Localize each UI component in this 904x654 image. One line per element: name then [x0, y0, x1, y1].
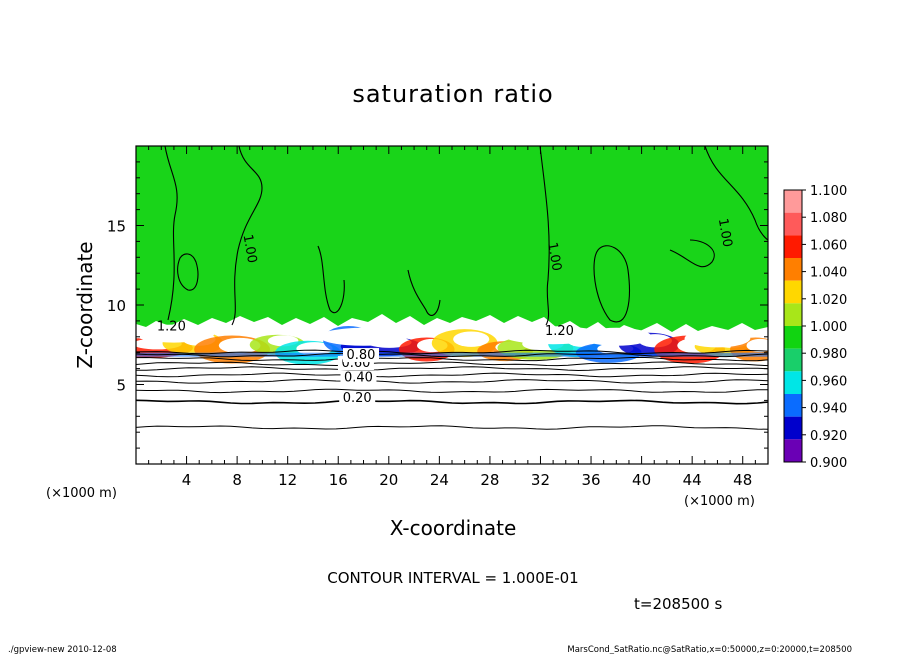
cloud-patch — [684, 329, 751, 348]
colorbar-label: 1.020 — [810, 293, 847, 308]
contour-line — [136, 349, 768, 355]
footer-right: MarsCond_SatRatio.nc@SatRatio,x=0:50000,… — [567, 645, 852, 654]
contour-label: 0.20 — [343, 391, 372, 406]
contour-line — [136, 372, 768, 378]
contour-label-bg — [339, 390, 376, 405]
saturated-region — [136, 146, 768, 333]
footer-left: ./gpview-new 2010-12-08 — [8, 645, 117, 654]
time-label: t=208500 s — [634, 595, 722, 613]
colorbar-label: 0.960 — [810, 374, 847, 389]
contour-label: 1.20 — [545, 324, 574, 339]
y-axis-label: Z-coordinate — [73, 241, 97, 368]
contour-line-upper — [177, 253, 199, 291]
x-tick-label: 24 — [430, 471, 449, 489]
colorbar-swatch — [784, 280, 802, 304]
colorbar-label: 0.980 — [810, 347, 847, 362]
contour-line — [136, 366, 768, 372]
x-tick-label: 40 — [632, 471, 651, 489]
colorbar-swatch — [784, 303, 802, 326]
contour-line-upper — [231, 146, 263, 326]
edge-blob-core — [296, 342, 333, 356]
colorbar-label: 0.900 — [810, 456, 847, 471]
colorbar-swatch — [784, 235, 802, 258]
contour-line-upper — [704, 146, 768, 241]
contour-labels: 0.200.400.600.801.00 1.001.001.20 1.20 — [157, 217, 735, 406]
colorbar-label: 0.940 — [810, 402, 847, 417]
contour-line-upper — [164, 146, 178, 321]
contour-line-upper — [317, 245, 345, 313]
contour-interval-note: CONTOUR INTERVAL = 1.000E-01 — [327, 569, 578, 587]
x-axis-label: X-coordinate — [390, 516, 517, 540]
contour-label: 1.00 — [544, 241, 564, 272]
colorbar-label: 0.920 — [810, 429, 847, 444]
colorbar-swatch — [784, 416, 802, 440]
contour-line — [136, 356, 768, 362]
x-tick-label: 12 — [278, 471, 297, 489]
colorbar-swatch — [784, 371, 802, 394]
edge-blob-core — [218, 337, 261, 354]
contour-line-upper — [539, 146, 550, 326]
colorbar-swatch — [784, 190, 802, 213]
x-tick-label: 36 — [581, 471, 600, 489]
contour-label: 0.40 — [344, 370, 373, 385]
colorbar-swatch — [784, 439, 802, 462]
edge-blob-core — [453, 331, 490, 347]
contour-line-upper — [407, 269, 441, 316]
colorbar-swatch — [784, 326, 802, 349]
contour-line — [136, 378, 768, 384]
plot-area — [136, 146, 768, 464]
contour-line — [136, 388, 768, 394]
chart-title: saturation ratio — [352, 80, 553, 108]
colorbar-label: 1.040 — [810, 266, 847, 281]
axis-ticks — [136, 146, 768, 464]
contour-label: 1.00 — [240, 233, 260, 264]
y-tick-label: 5 — [116, 377, 126, 395]
cloud-patch — [136, 324, 215, 343]
x-tick-label: 48 — [733, 471, 752, 489]
contour-line-upper — [669, 239, 715, 268]
x-tick-label: 16 — [329, 471, 348, 489]
colorbar-swatch — [784, 212, 802, 236]
y-axis-unit: (×1000 m) — [46, 486, 117, 501]
y-tick-label: 10 — [107, 297, 126, 315]
x-tick-label: 4 — [182, 471, 192, 489]
colorbar-label: 1.080 — [810, 211, 847, 226]
y-tick-label: 15 — [107, 218, 126, 236]
x-tick-label: 28 — [480, 471, 499, 489]
x-tick-label: 32 — [531, 471, 550, 489]
contour-line — [136, 399, 768, 405]
colorbar-label: 1.000 — [810, 320, 847, 335]
contour-lines — [136, 146, 768, 430]
contour-line — [136, 425, 768, 430]
colorbar-swatch — [784, 258, 802, 281]
contour-label-bg — [340, 370, 377, 385]
contour-line-upper — [593, 245, 630, 323]
edge-blob-core — [746, 338, 768, 353]
colorbar-label: 1.060 — [810, 238, 847, 253]
contour-label: 0.80 — [347, 348, 376, 363]
colorbar-swatch — [784, 348, 802, 372]
x-tick-label: 44 — [683, 471, 702, 489]
colorbar-swatch — [784, 394, 802, 417]
contour-label: 1.20 — [157, 319, 186, 334]
x-tick-label: 8 — [232, 471, 242, 489]
cloud-patch — [580, 327, 652, 346]
x-tick-label: 20 — [379, 471, 398, 489]
colorbar: 1.100 1.080 1.060 1.040 1.020 1.000 0.980 0.960… — [783, 184, 847, 471]
contour-line — [136, 352, 768, 358]
contour-label: 1.00 — [715, 217, 735, 248]
contour-label-bg — [342, 348, 379, 363]
cloud-patch — [319, 327, 408, 346]
contour-line — [136, 361, 768, 367]
x-axis-unit: (×1000 m) — [684, 494, 755, 509]
colorbar-label: 1.100 — [810, 184, 847, 199]
cloud-patch — [502, 326, 604, 345]
low-sat-band — [136, 352, 768, 357]
